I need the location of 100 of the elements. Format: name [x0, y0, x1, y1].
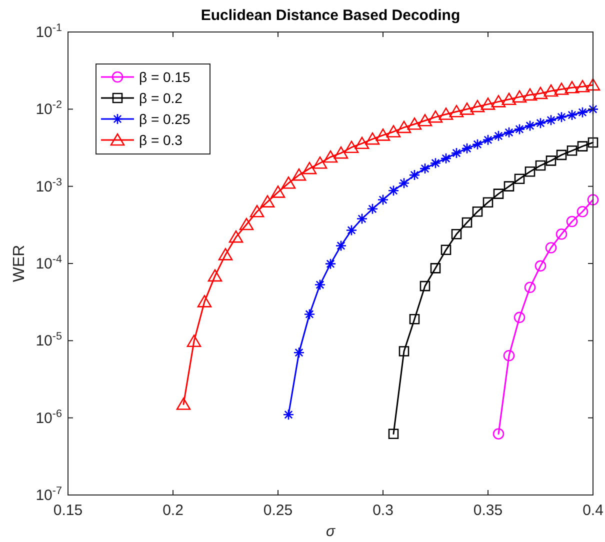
- point: [356, 213, 368, 224]
- point: [587, 194, 599, 206]
- point: [451, 229, 462, 240]
- point: [376, 128, 390, 141]
- point: [460, 102, 474, 115]
- point: [398, 177, 410, 189]
- point: [324, 258, 336, 270]
- point: [493, 188, 504, 199]
- point: [386, 125, 401, 138]
- point: [409, 314, 420, 324]
- point: [503, 350, 515, 362]
- point: [524, 166, 536, 177]
- point: [282, 408, 294, 420]
- point: [566, 216, 578, 228]
- y-tick-label: 10$^{-5}$: [36, 330, 62, 350]
- point: [482, 197, 494, 208]
- chart-title: Euclidean Distance Based Decoding: [200, 7, 460, 24]
- point: [440, 244, 452, 256]
- point: [270, 186, 286, 198]
- point: [398, 346, 410, 356]
- point: [293, 346, 305, 358]
- point: [566, 146, 578, 156]
- x-axis-title: σ: [326, 523, 336, 540]
- x-tick-label: 0.15: [53, 502, 83, 519]
- point: [396, 120, 412, 134]
- x-tick-label: 0.25: [263, 502, 293, 519]
- legend-label: β = 0.15: [139, 69, 190, 85]
- point: [556, 150, 567, 160]
- point: [304, 308, 316, 320]
- point: [514, 174, 525, 184]
- x-tick-label: 0.2: [162, 502, 184, 519]
- y-tick-label: 10$^{-6}$: [36, 408, 62, 427]
- point: [556, 228, 568, 240]
- legend-label: β = 0.3: [139, 132, 183, 148]
- point: [535, 160, 546, 171]
- point: [512, 90, 527, 103]
- point: [197, 295, 212, 308]
- point: [344, 140, 359, 154]
- point: [428, 110, 443, 123]
- point: [228, 230, 244, 243]
- y-axis-title: WER: [11, 244, 28, 282]
- point: [314, 279, 326, 290]
- point: [514, 312, 526, 324]
- x-tick-label: 0.4: [582, 502, 604, 519]
- x-tick-label: 0.35: [473, 502, 503, 519]
- point: [504, 181, 514, 192]
- point: [492, 428, 504, 440]
- point: [449, 104, 464, 118]
- point: [554, 82, 569, 95]
- point: [534, 260, 546, 272]
- point: [586, 78, 600, 91]
- point: [420, 280, 430, 292]
- point: [546, 156, 556, 166]
- point: [260, 195, 275, 208]
- point: [323, 150, 338, 163]
- y-tick-label: 10$^{-7}$: [36, 485, 62, 504]
- point: [186, 334, 202, 347]
- y-tick-label: 10$^{-3}$: [36, 176, 62, 196]
- point: [312, 156, 328, 169]
- point: [438, 108, 454, 120]
- legend-label: β = 0.2: [139, 90, 183, 106]
- y-tick-label: 10$^{-2}$: [36, 99, 62, 118]
- point: [576, 206, 588, 218]
- point: [470, 100, 485, 112]
- point: [218, 248, 233, 260]
- point: [575, 80, 590, 92]
- point: [208, 269, 222, 282]
- point: [366, 203, 378, 215]
- point: [365, 132, 380, 145]
- y-tick-label: 10$^{-1}$: [36, 22, 62, 41]
- point: [354, 136, 370, 150]
- point: [281, 176, 296, 189]
- legend-label: β = 0.25: [139, 111, 190, 127]
- point: [346, 224, 358, 236]
- point: [462, 217, 472, 228]
- point: [502, 92, 516, 106]
- point: [176, 398, 191, 410]
- x-tick-label: 0.3: [372, 502, 394, 519]
- point: [533, 86, 548, 100]
- point: [335, 240, 347, 252]
- point: [388, 428, 399, 440]
- point: [407, 117, 422, 130]
- point: [524, 282, 536, 294]
- point: [480, 98, 496, 110]
- point: [334, 146, 348, 159]
- y-tick-label: 10$^{-4}$: [36, 254, 62, 272]
- point: [430, 263, 441, 274]
- point: [588, 137, 598, 148]
- point: [250, 204, 264, 218]
- point: [388, 184, 400, 196]
- point: [577, 141, 588, 152]
- point: [472, 206, 483, 217]
- point: [302, 162, 317, 174]
- point: [418, 114, 432, 126]
- point: [239, 218, 254, 230]
- point: [522, 88, 538, 101]
- point: [377, 194, 389, 206]
- point: [491, 95, 506, 108]
- point: [408, 169, 420, 181]
- point: [564, 81, 580, 94]
